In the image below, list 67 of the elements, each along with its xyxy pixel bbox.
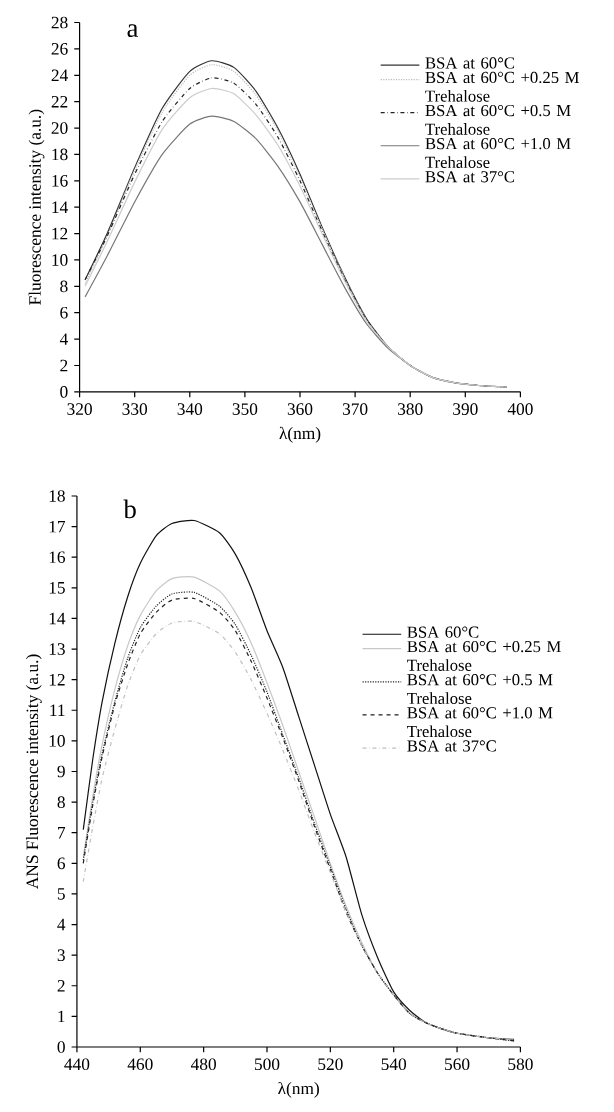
legend-label: BSA at 60°C +0.25 M Trehalose <box>407 640 561 671</box>
legend-label: BSA at 60°C +0.5 M Trehalose <box>425 104 571 135</box>
y-tick-label: 0 <box>60 386 68 398</box>
y-tick-label: 17 <box>49 520 66 533</box>
x-tick-label: 480 <box>190 1058 216 1071</box>
y-tick-label: 16 <box>49 551 66 564</box>
x-tick-label: 350 <box>232 403 258 415</box>
y-tick-label: 16 <box>52 174 68 187</box>
y-tick-label: 24 <box>51 69 68 82</box>
y-tick-label: 14 <box>49 612 66 625</box>
y-tick-label: 26 <box>51 43 68 55</box>
x-axis-title: λ(nm) <box>278 1081 319 1098</box>
y-tick-label: 2 <box>60 359 68 372</box>
legend-label: BSA at 60°C +1.0 M Trehalose <box>407 707 553 738</box>
y-tick-label: 15 <box>49 582 65 594</box>
y-tick-label: 28 <box>51 16 68 29</box>
y-axis-title: Fluorescence intensity (a.u.) <box>28 109 45 305</box>
y-tick-label: 5 <box>57 888 65 900</box>
y-tick-label: 7 <box>58 827 66 839</box>
legend-label: BSA at 60°C +0.25 M Trehalose <box>425 71 579 102</box>
chart-title: a <box>127 24 139 38</box>
legend-label: BSA at 37°C <box>407 740 496 752</box>
x-tick-label: 440 <box>64 1058 90 1071</box>
y-tick-label: 1 <box>58 1010 65 1023</box>
legend-label: BSA at 60°C +1.0 M Trehalose <box>425 138 571 168</box>
x-tick-label: 520 <box>318 1058 343 1071</box>
x-tick-label: 340 <box>177 403 203 415</box>
y-tick-label: 13 <box>49 643 65 655</box>
y-tick-label: 0 <box>57 1041 65 1053</box>
y-tick-label: 9 <box>57 765 65 778</box>
y-tick-label: 12 <box>52 227 68 240</box>
legend-label: BSA at 37°C <box>425 171 515 183</box>
y-tick-label: 2 <box>57 980 65 992</box>
x-axis-title: λ(nm) <box>279 426 321 443</box>
y-tick-label: 12 <box>49 673 65 686</box>
y-tick-label: 11 <box>50 704 65 716</box>
y-tick-label: 10 <box>52 254 68 266</box>
y-tick-label: 22 <box>51 95 68 108</box>
y-tick-label: 8 <box>57 796 65 808</box>
y-tick-label: 6 <box>57 857 66 870</box>
x-tick-label: 330 <box>122 403 148 415</box>
y-tick-label: 4 <box>59 333 68 345</box>
legend-label: BSA 60°C <box>407 626 479 638</box>
x-tick-label: 400 <box>507 403 533 415</box>
legend-label: BSA at 60°C +0.5 M Trehalose <box>407 674 553 704</box>
legend-label: BSA at 60°C <box>425 57 515 69</box>
y-tick-label: 3 <box>57 949 65 961</box>
x-tick-label: 560 <box>445 1058 470 1071</box>
y-tick-label: 10 <box>49 735 65 747</box>
x-tick-label: 370 <box>342 403 368 415</box>
x-tick-label: 500 <box>255 1058 280 1071</box>
y-tick-label: 6 <box>60 306 68 319</box>
y-tick-label: 14 <box>52 201 68 213</box>
chart-title: b <box>123 499 136 519</box>
x-tick-label: 460 <box>127 1058 153 1071</box>
x-tick-label: 540 <box>381 1058 407 1071</box>
y-tick-label: 8 <box>60 280 68 293</box>
y-axis-title: ANS Fluorescence intensity (a.u.) <box>25 654 42 890</box>
x-tick-label: 580 <box>508 1058 533 1071</box>
x-tick-label: 380 <box>398 403 423 415</box>
y-tick-label: 4 <box>57 918 66 931</box>
x-tick-label: 320 <box>67 403 92 415</box>
x-tick-label: 390 <box>453 403 478 415</box>
y-tick-label: 18 <box>52 148 68 161</box>
x-tick-label: 360 <box>287 403 313 415</box>
y-tick-label: 20 <box>51 122 68 134</box>
y-tick-label: 18 <box>49 490 65 502</box>
